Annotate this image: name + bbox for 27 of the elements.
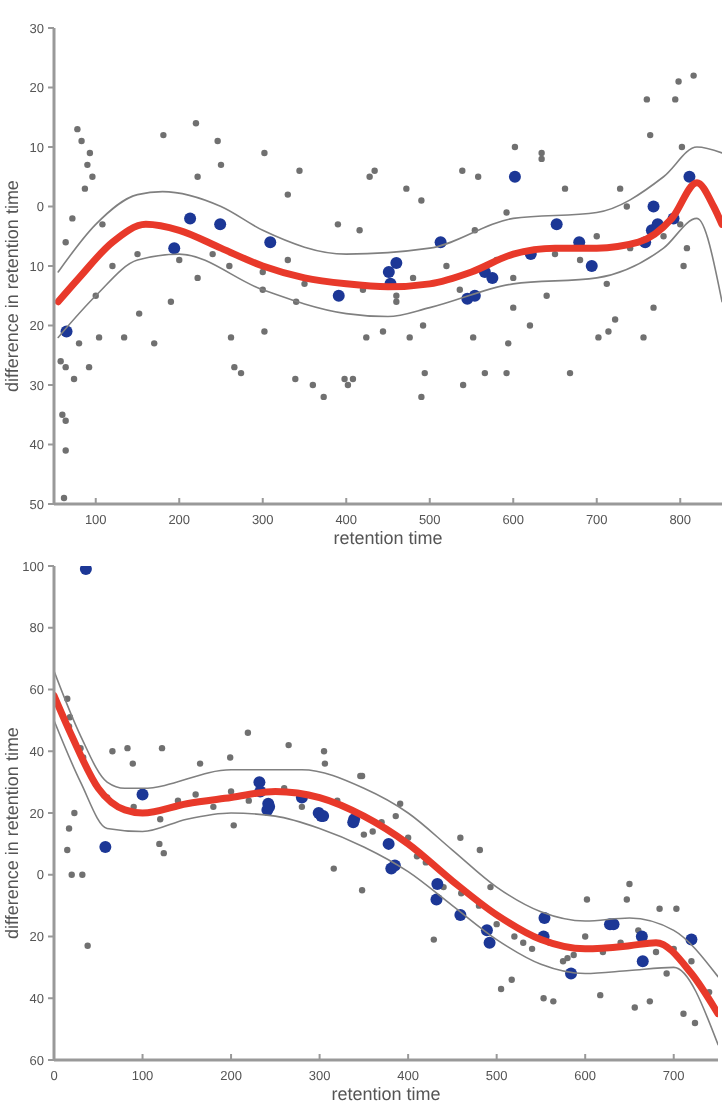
- line-series: [57, 146, 722, 273]
- point: [550, 218, 563, 231]
- point: [683, 170, 696, 183]
- line-series: [54, 670, 718, 978]
- line-series: [57, 217, 722, 339]
- point: [483, 936, 496, 949]
- point: [382, 265, 395, 278]
- point: [332, 289, 345, 302]
- y-axis-title: difference in retention time: [2, 180, 22, 392]
- point: [431, 878, 444, 891]
- point: [79, 566, 92, 576]
- point: [382, 837, 395, 850]
- point: [585, 260, 598, 272]
- point: [168, 242, 181, 255]
- point: [390, 257, 403, 270]
- point: [486, 271, 499, 284]
- point: [214, 218, 227, 231]
- point: [508, 170, 521, 183]
- point: [99, 840, 112, 853]
- point: [136, 788, 149, 801]
- point: [647, 200, 660, 213]
- point: [184, 212, 197, 225]
- point: [264, 236, 277, 249]
- point: [636, 955, 649, 968]
- y-axis-title: difference in retention time: [2, 727, 22, 939]
- x-axis-title: retention time: [331, 1084, 441, 1104]
- x-axis-title: retention time: [333, 528, 443, 548]
